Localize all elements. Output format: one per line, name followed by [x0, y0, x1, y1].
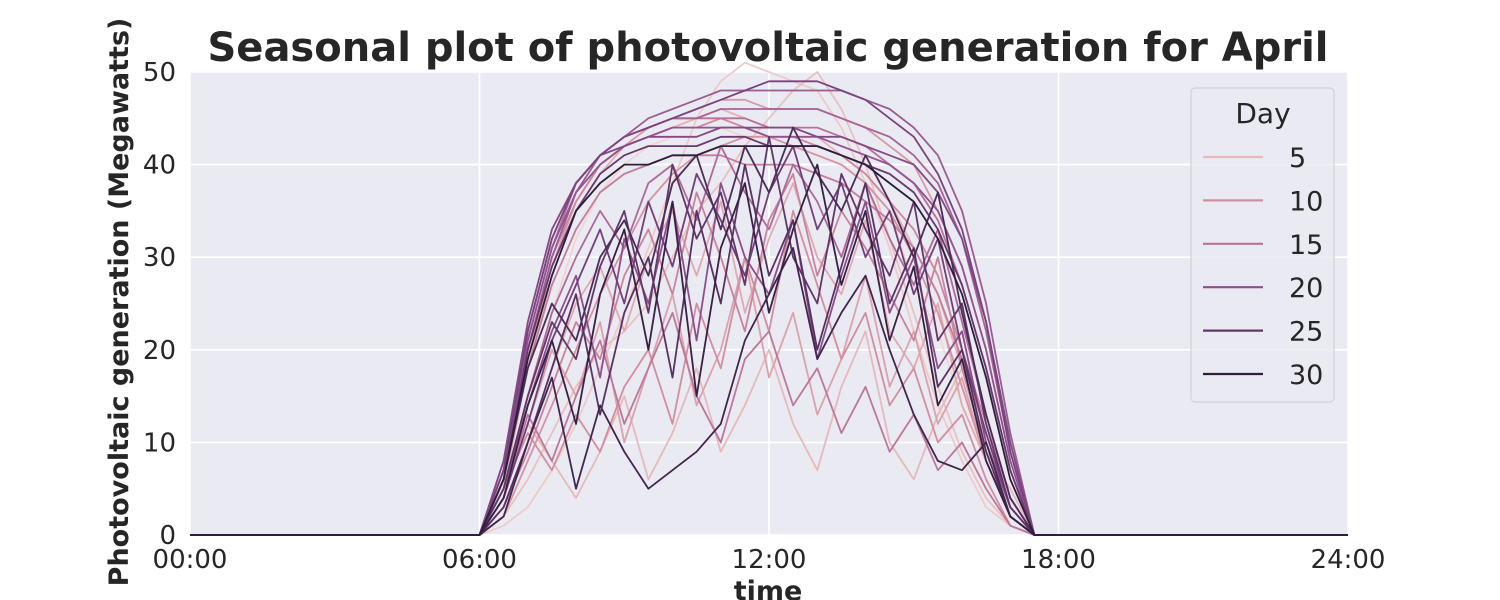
y-tick-label: 10 [143, 428, 176, 458]
y-tick-label: 0 [159, 521, 176, 551]
axis-ticks: 0 10 20 30 40 50 00:00 06:00 12:00 18:00 24:00 [143, 58, 1386, 575]
y-tick-label: 50 [143, 58, 176, 88]
y-tick-label: 30 [143, 243, 176, 273]
y-tick-label: 20 [143, 336, 176, 366]
legend-label-10: 10 [1289, 186, 1323, 217]
x-tick-label: 00:00 [153, 545, 228, 575]
legend-items: 5 10 15 20 25 30 [1203, 143, 1323, 391]
x-tick-label: 12:00 [732, 545, 807, 575]
legend-label-20: 20 [1289, 273, 1323, 304]
series-lines [190, 61, 1348, 536]
legend-frame [1190, 87, 1335, 403]
chart-title: Seasonal plot of photovoltaic generation… [208, 25, 1329, 71]
legend: Day 5 10 15 20 25 30 [1190, 87, 1335, 403]
legend-label-5: 5 [1289, 143, 1306, 174]
legend-title: Day [1235, 97, 1290, 130]
legend-label-15: 15 [1289, 230, 1323, 261]
y-tick-label: 40 [143, 151, 176, 181]
x-tick-label: 06:00 [442, 545, 517, 575]
legend-label-30: 30 [1289, 360, 1323, 391]
series-line-day-30 [190, 145, 1348, 536]
y-axis-label: Photovoltaic generation (Megawatts) [104, 18, 135, 587]
x-tick-label: 24:00 [1311, 545, 1386, 575]
x-tick-label: 18:00 [1021, 545, 1096, 575]
legend-label-25: 25 [1289, 317, 1323, 348]
x-axis-label: time [734, 576, 803, 600]
